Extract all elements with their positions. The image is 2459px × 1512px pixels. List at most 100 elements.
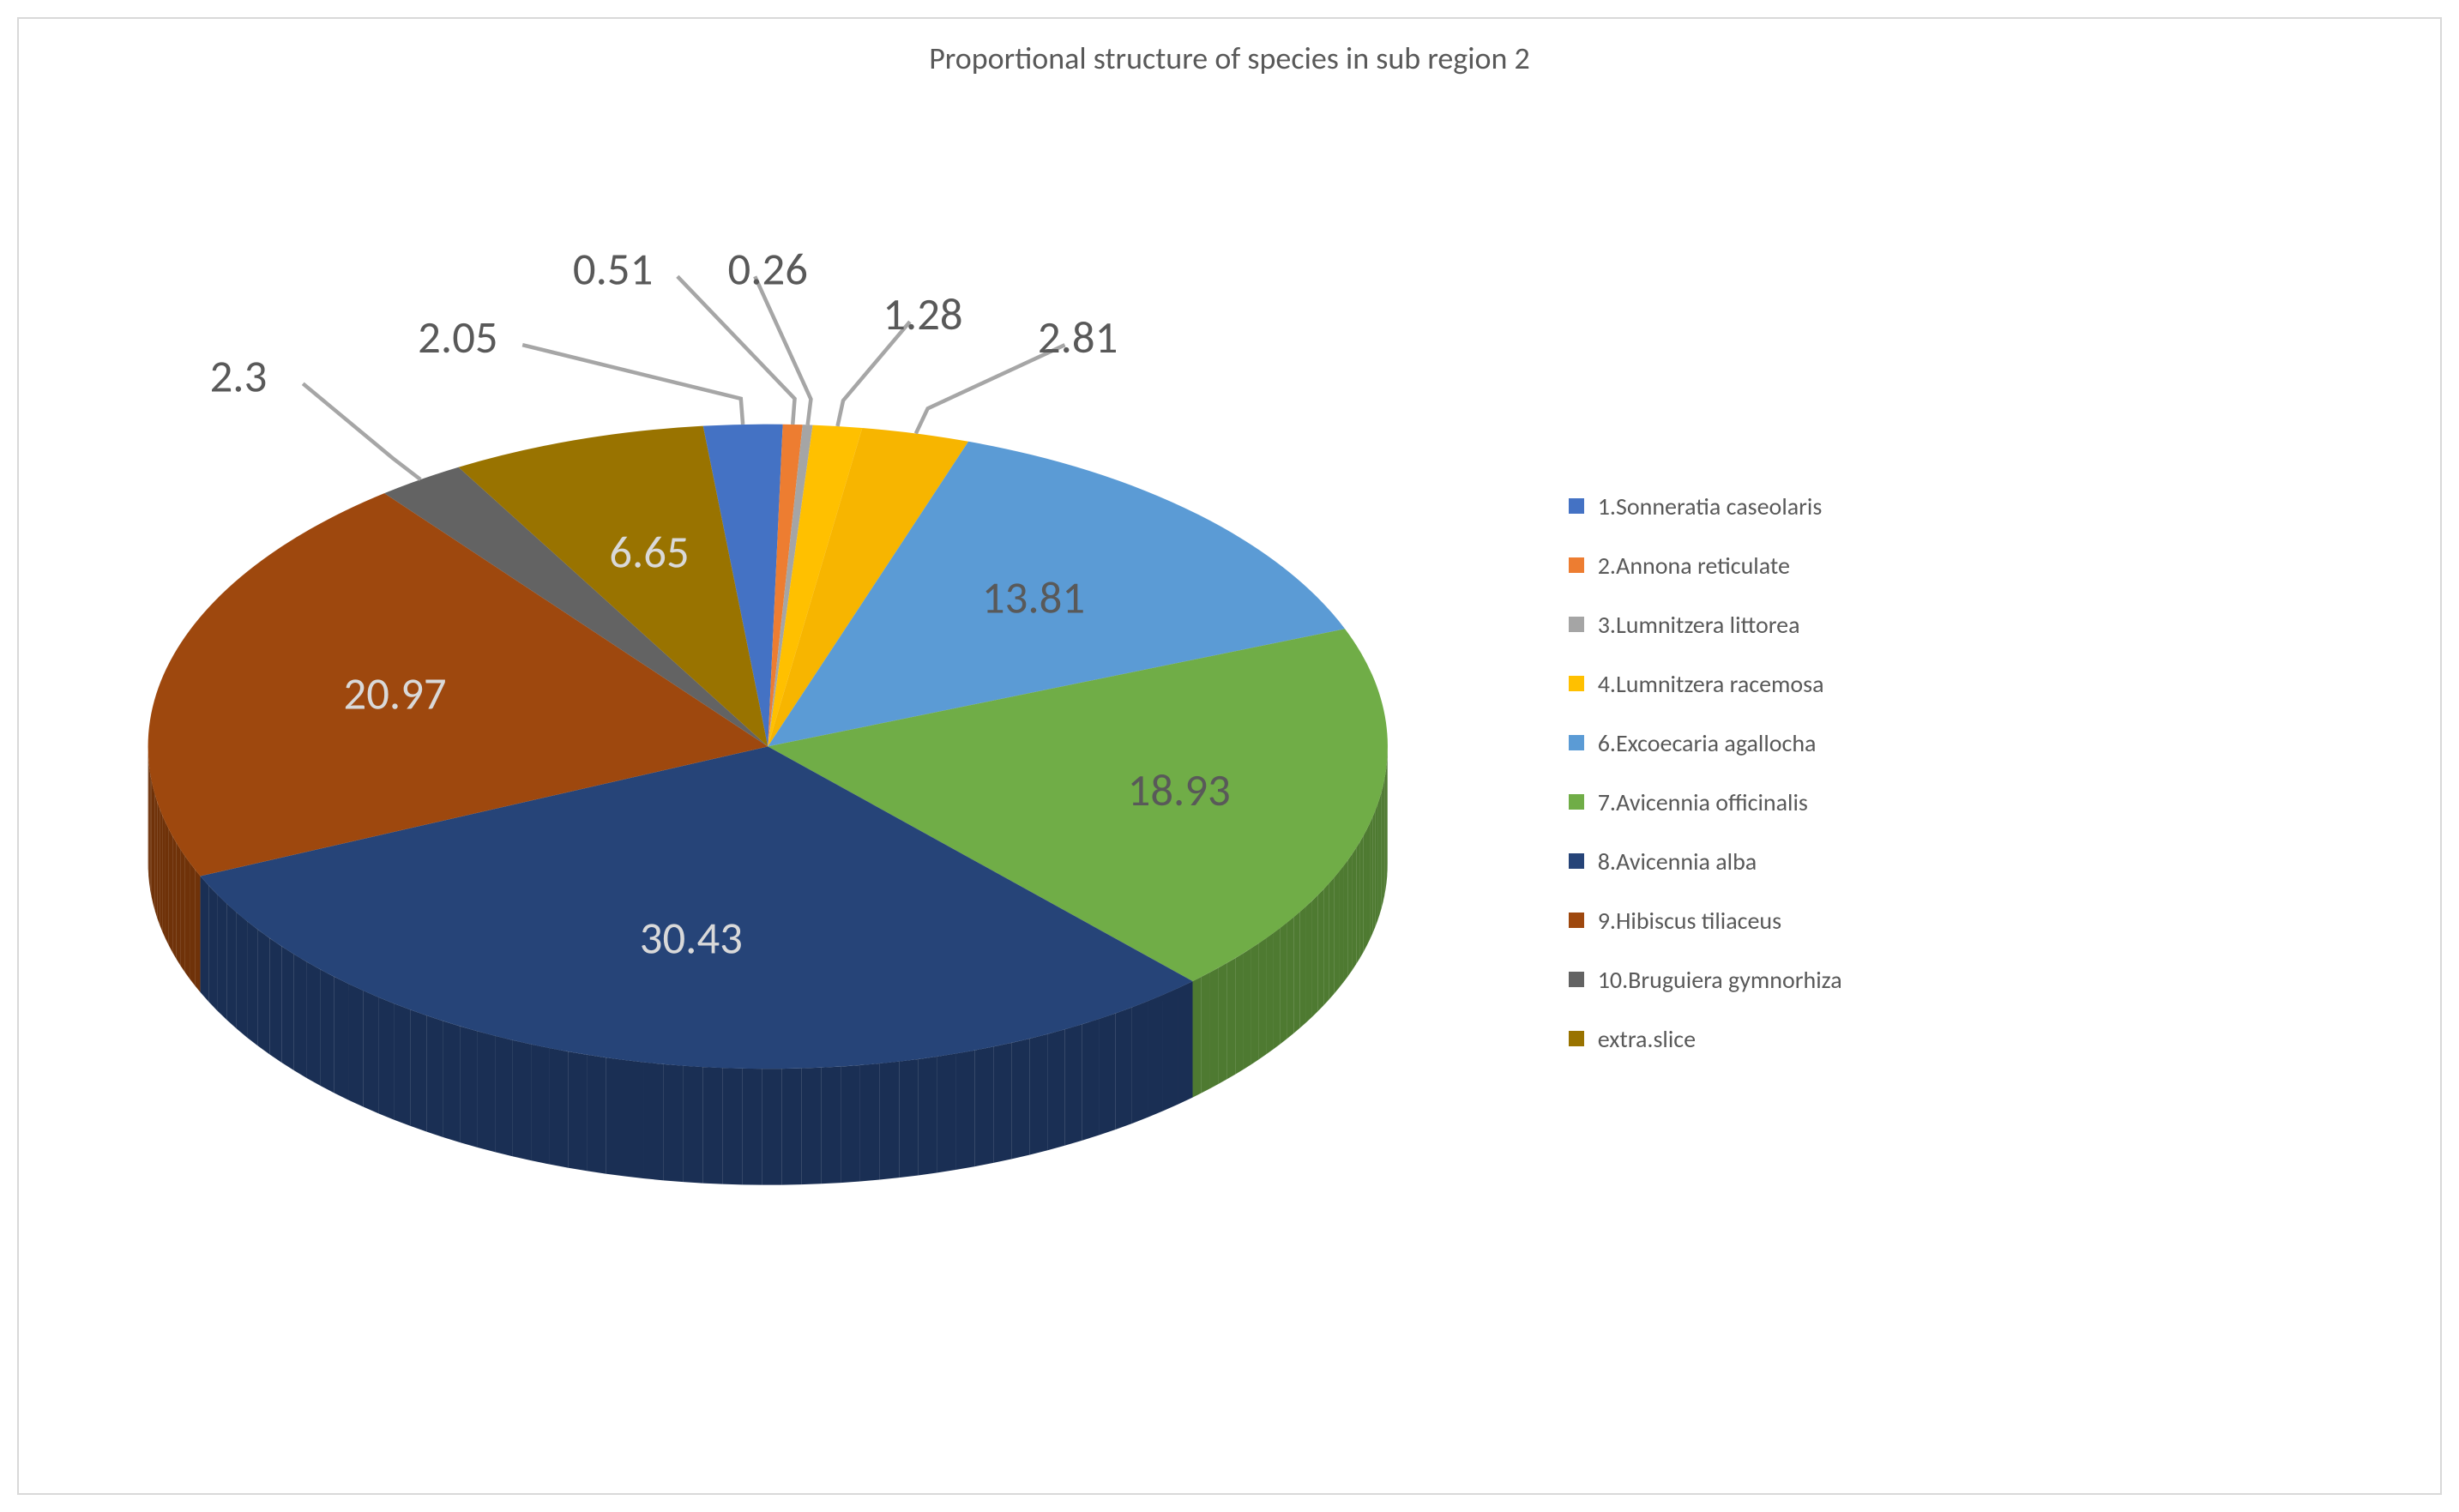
legend-item: 4.Lumnitzera racemosa xyxy=(1569,669,2406,699)
pie-side-segment xyxy=(1163,988,1178,1111)
pie-side-segment xyxy=(495,1036,513,1157)
pie-side-segment xyxy=(1339,866,1343,988)
pie-side-segment xyxy=(1116,1008,1132,1129)
pie-top xyxy=(148,425,1388,1069)
pie-side-segment xyxy=(1382,786,1383,908)
pie-side-segment xyxy=(1356,842,1359,965)
pie-side-segment xyxy=(217,895,226,1020)
pie-slice-label: 2.81 xyxy=(1038,310,1118,365)
pie-side-segment xyxy=(1178,981,1192,1105)
pie-side-segment xyxy=(1132,1001,1148,1123)
legend-label: extra.slice xyxy=(1598,1024,1696,1054)
pie-side-segment xyxy=(513,1040,531,1160)
pie-side-segment xyxy=(1012,1039,1030,1159)
pie-side-segment xyxy=(478,1031,496,1152)
pie-side-segment xyxy=(1030,1034,1048,1155)
leader-line xyxy=(522,345,743,425)
pie-side-segment xyxy=(157,802,160,925)
pie-side-segment xyxy=(460,1027,477,1148)
pie-side-segment xyxy=(1360,835,1364,958)
pie-side-segment xyxy=(410,1009,426,1131)
pie-side-segment xyxy=(195,870,200,992)
pie-side-segment xyxy=(172,836,177,959)
pie-side-segment xyxy=(625,1060,644,1178)
pie-side-segment xyxy=(1202,973,1210,1093)
legend-swatch xyxy=(1569,972,1584,987)
pie-side-segment xyxy=(162,816,166,939)
pie-side-segment xyxy=(1385,767,1386,889)
pie-side-segment xyxy=(443,1021,461,1142)
pie-side-segment xyxy=(181,850,185,973)
pie-side-segment xyxy=(177,843,181,966)
pie-slice-label: 0.51 xyxy=(573,242,653,297)
pie-side-segment xyxy=(587,1055,606,1174)
pie-side-segment xyxy=(1082,1019,1100,1141)
pie-side-segment xyxy=(201,876,209,1002)
legend-label: 4.Lumnitzera racemosa xyxy=(1598,669,1824,699)
pie-side-segment xyxy=(281,946,294,1070)
pie-side-segment xyxy=(185,857,190,979)
pie-side-segment xyxy=(841,1065,860,1183)
pie-slice-label: 30.43 xyxy=(640,911,743,966)
legend-swatch xyxy=(1569,557,1584,573)
pie-slice-label: 2.3 xyxy=(210,349,268,404)
pie-side-segment xyxy=(150,774,152,897)
chart-title: Proportional structure of species in sub… xyxy=(19,39,2440,77)
pie-side-segment xyxy=(1380,792,1382,914)
pie-side-segment xyxy=(1343,860,1347,982)
pie-side-segment xyxy=(742,1069,762,1185)
pie-side-segment xyxy=(321,969,334,1093)
pie-side-segment xyxy=(149,767,150,890)
legend-swatch xyxy=(1569,794,1584,810)
pie-side-segment xyxy=(801,1068,821,1184)
pie-side-segment xyxy=(1148,995,1163,1117)
pie-area: 13.8118.9330.4320.976.652.050.510.261.28… xyxy=(19,82,1569,1462)
pie-side-segment xyxy=(152,780,154,904)
pie-side-segment xyxy=(190,863,195,985)
pie-side-segment xyxy=(1348,854,1353,977)
pie-side-segment xyxy=(531,1045,549,1165)
pie-side-segment xyxy=(899,1059,918,1178)
pie-side-segment xyxy=(549,1048,568,1168)
pie-side-segment xyxy=(1099,1013,1115,1135)
leader-line xyxy=(303,383,420,479)
pie-side-segment xyxy=(1323,883,1329,1005)
pie-side-segment xyxy=(993,1043,1011,1163)
pie-slice-label: 2.05 xyxy=(418,310,497,365)
pie-side-segment xyxy=(226,904,237,1029)
pie-side-segment xyxy=(956,1051,975,1170)
pie-side-segment xyxy=(568,1051,587,1171)
pie-side-segment xyxy=(1334,872,1339,994)
pie-side-segment xyxy=(1377,798,1379,921)
pie-side-segment xyxy=(1273,928,1280,1050)
pie-side-segment xyxy=(1219,963,1227,1084)
pie-side-segment xyxy=(1312,895,1318,1017)
pie-side-segment xyxy=(1367,823,1371,946)
pie-side-segment xyxy=(1306,901,1312,1022)
pie-side-segment xyxy=(395,1003,411,1126)
pie-side-segment xyxy=(1384,773,1385,895)
pie-side-segment xyxy=(1364,829,1367,952)
pie-side-segment xyxy=(426,1015,443,1137)
pie-side-segment xyxy=(307,962,321,1086)
legend: 1.Sonneratia caseolaris2.Annona reticula… xyxy=(1569,82,2440,1462)
pie-side-segment xyxy=(664,1064,684,1182)
pie-side-segment xyxy=(160,809,162,932)
pie-side-segment xyxy=(208,885,217,1010)
legend-item: 6.Excoecaria agallocha xyxy=(1569,728,2406,758)
legend-label: 2.Annona reticulate xyxy=(1598,551,1790,581)
pie-slice-label: 1.28 xyxy=(883,287,962,342)
pie-side-segment xyxy=(1235,954,1243,1075)
legend-item: extra.slice xyxy=(1569,1024,2406,1054)
pie-side-segment xyxy=(1372,811,1375,934)
legend-label: 6.Excoecaria agallocha xyxy=(1598,728,1817,758)
pie-slice-label: 20.97 xyxy=(343,666,446,721)
pie-side-segment xyxy=(1353,848,1357,971)
pie-side-segment xyxy=(1300,907,1306,1028)
pie-side-segment xyxy=(1329,877,1334,999)
legend-swatch xyxy=(1569,676,1584,691)
pie-side-segment xyxy=(364,991,379,1113)
legend-label: 10.Bruguiera gymnorhiza xyxy=(1598,965,1842,995)
pie-side-segment xyxy=(702,1067,722,1184)
pie-side-segment xyxy=(166,822,169,946)
